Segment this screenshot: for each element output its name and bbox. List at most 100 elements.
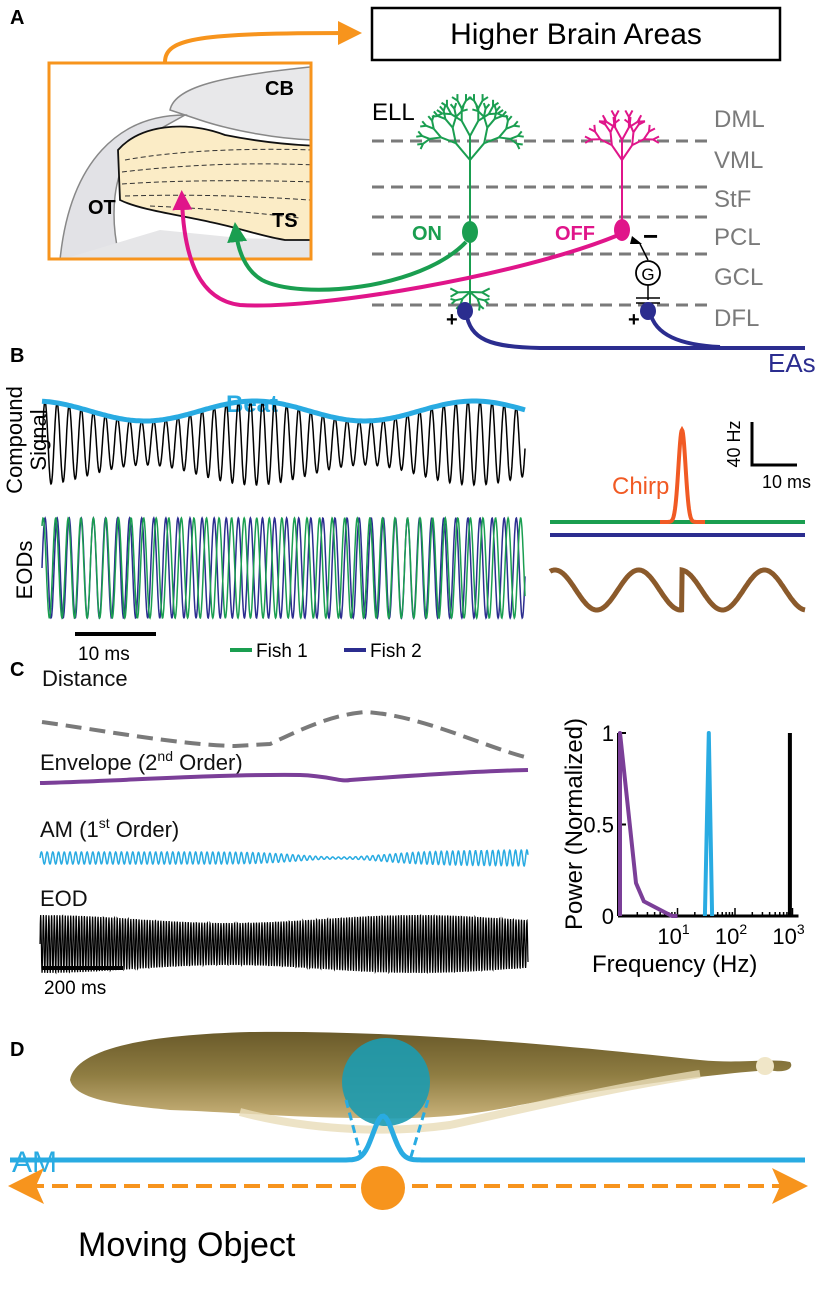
on-soma bbox=[462, 221, 478, 243]
legend-fish2: Fish 2 bbox=[370, 641, 422, 662]
spectrum-series-1 bbox=[618, 731, 678, 918]
dendrite-branch bbox=[478, 305, 481, 311]
dendrite-branch bbox=[450, 113, 463, 122]
dendrite-branch bbox=[498, 136, 511, 140]
dendrite-branch bbox=[611, 144, 623, 161]
higher-brain-areas-box: Higher Brain Areas bbox=[370, 6, 782, 62]
dendrite-branch bbox=[487, 105, 494, 115]
dendrite-branch bbox=[440, 136, 457, 145]
brain-inset: CB OT TS bbox=[47, 61, 313, 261]
dendrite-branch bbox=[436, 109, 443, 115]
dendrite-branch bbox=[507, 115, 513, 122]
dendrite-branch bbox=[628, 123, 635, 133]
eas-label: EAs bbox=[768, 348, 816, 378]
beat-envelope bbox=[41, 398, 526, 424]
layer-label-dml: DML bbox=[714, 106, 765, 133]
eod-label: EOD bbox=[40, 886, 88, 911]
dendrite-branch bbox=[429, 136, 442, 140]
higher-brain-areas-label: Higher Brain Areas bbox=[450, 18, 702, 51]
dendrite-branch bbox=[442, 110, 447, 120]
dendrite-branch bbox=[632, 123, 640, 133]
projection-line-right bbox=[408, 1099, 430, 1161]
electroreceptor-afferents bbox=[457, 302, 805, 350]
dendrite-branch bbox=[461, 291, 471, 300]
chirp-peak bbox=[660, 425, 705, 524]
dendrite-branch bbox=[461, 108, 468, 112]
dendrite-branch bbox=[628, 116, 632, 124]
dendrite-branch bbox=[481, 287, 491, 294]
distance-trace bbox=[41, 709, 526, 759]
dendrite-branch bbox=[486, 118, 496, 129]
chirp-scale-bar bbox=[750, 422, 797, 467]
eod-fish1 bbox=[41, 515, 526, 621]
layer-label-vml: VML bbox=[714, 147, 763, 174]
dendrite-branch bbox=[476, 298, 481, 306]
dendrite-branch bbox=[621, 144, 633, 161]
spectrum-series-2 bbox=[702, 731, 715, 917]
legend-fish1: Fish 1 bbox=[256, 641, 308, 662]
layer-label-stf: StF bbox=[714, 186, 751, 213]
dendrite-branch bbox=[421, 134, 431, 140]
ts-label: TS bbox=[272, 210, 298, 232]
dendrite-branch bbox=[477, 110, 485, 118]
arrow-left-icon bbox=[8, 1168, 44, 1204]
inhibitory-sign: − bbox=[643, 221, 658, 251]
dendrite-branch bbox=[509, 138, 518, 145]
dendrite-branch bbox=[601, 114, 608, 123]
dendrite-branch bbox=[484, 103, 491, 110]
dendrite-branch bbox=[449, 287, 459, 294]
dendrite-branch bbox=[482, 108, 487, 117]
moving-object-arrow bbox=[8, 1166, 808, 1210]
on-projection-arrow bbox=[227, 222, 468, 292]
dendrite-branch bbox=[498, 128, 508, 139]
envelope-trace bbox=[39, 768, 529, 785]
dendrite-branch bbox=[453, 102, 458, 110]
dendrite-branch bbox=[455, 142, 471, 161]
b-scale-label: 10 ms bbox=[78, 644, 130, 665]
dendrite-branch bbox=[584, 135, 592, 141]
y-tick-label: 0.5 bbox=[583, 813, 614, 838]
off-neuron bbox=[584, 109, 660, 241]
dendrite-branch bbox=[509, 134, 519, 140]
dendrite-branch bbox=[456, 100, 463, 109]
cerebellum-shape bbox=[169, 66, 311, 141]
dendrite-branch bbox=[594, 130, 602, 140]
dendrite-branch bbox=[437, 115, 446, 120]
off-projection-arrow bbox=[172, 190, 617, 308]
dendrite-branch bbox=[453, 108, 458, 117]
dendrite-branch bbox=[609, 123, 616, 133]
dendrite-branch bbox=[469, 142, 485, 161]
off-label: OFF bbox=[555, 223, 595, 245]
dendrite-branch bbox=[610, 109, 616, 118]
dendrite-branch bbox=[599, 138, 613, 147]
dendrite-branch bbox=[460, 120, 471, 137]
compound-signal-trace bbox=[41, 398, 526, 487]
distance-label: Distance bbox=[42, 666, 128, 691]
eods-label: EODs bbox=[12, 541, 37, 600]
dendrite-branch bbox=[422, 138, 431, 145]
ell-layers: DML VML StF PCL GCL DFL bbox=[372, 106, 765, 332]
panel-label-d: D bbox=[10, 1039, 24, 1061]
x-tick-label: 102 bbox=[715, 921, 747, 949]
fish-body bbox=[70, 1031, 792, 1119]
receptive-field-circle bbox=[342, 1038, 430, 1126]
dendrite-branch bbox=[483, 299, 490, 305]
layer-label-dfl: DFL bbox=[714, 305, 759, 332]
dendrite-branch bbox=[628, 109, 634, 118]
dendrite-branch bbox=[417, 130, 423, 137]
dendrite-branch bbox=[517, 134, 524, 138]
chirp-scale-x: 10 ms bbox=[762, 472, 811, 492]
am-trace bbox=[39, 848, 529, 867]
on-dendrites bbox=[416, 94, 524, 161]
dendrite-branch bbox=[451, 116, 458, 128]
dendrite-branch bbox=[482, 116, 489, 128]
dendrite-branch bbox=[631, 138, 645, 147]
fish-legend: Fish 1 Fish 2 bbox=[230, 641, 422, 662]
dendrite-branch bbox=[444, 118, 454, 129]
dendrite-branch bbox=[483, 127, 489, 144]
chirp-beat-waveform bbox=[548, 567, 806, 613]
dendrite-branch bbox=[432, 128, 442, 139]
panel-label-a: A bbox=[10, 7, 24, 29]
dendrite-branch bbox=[477, 297, 485, 302]
